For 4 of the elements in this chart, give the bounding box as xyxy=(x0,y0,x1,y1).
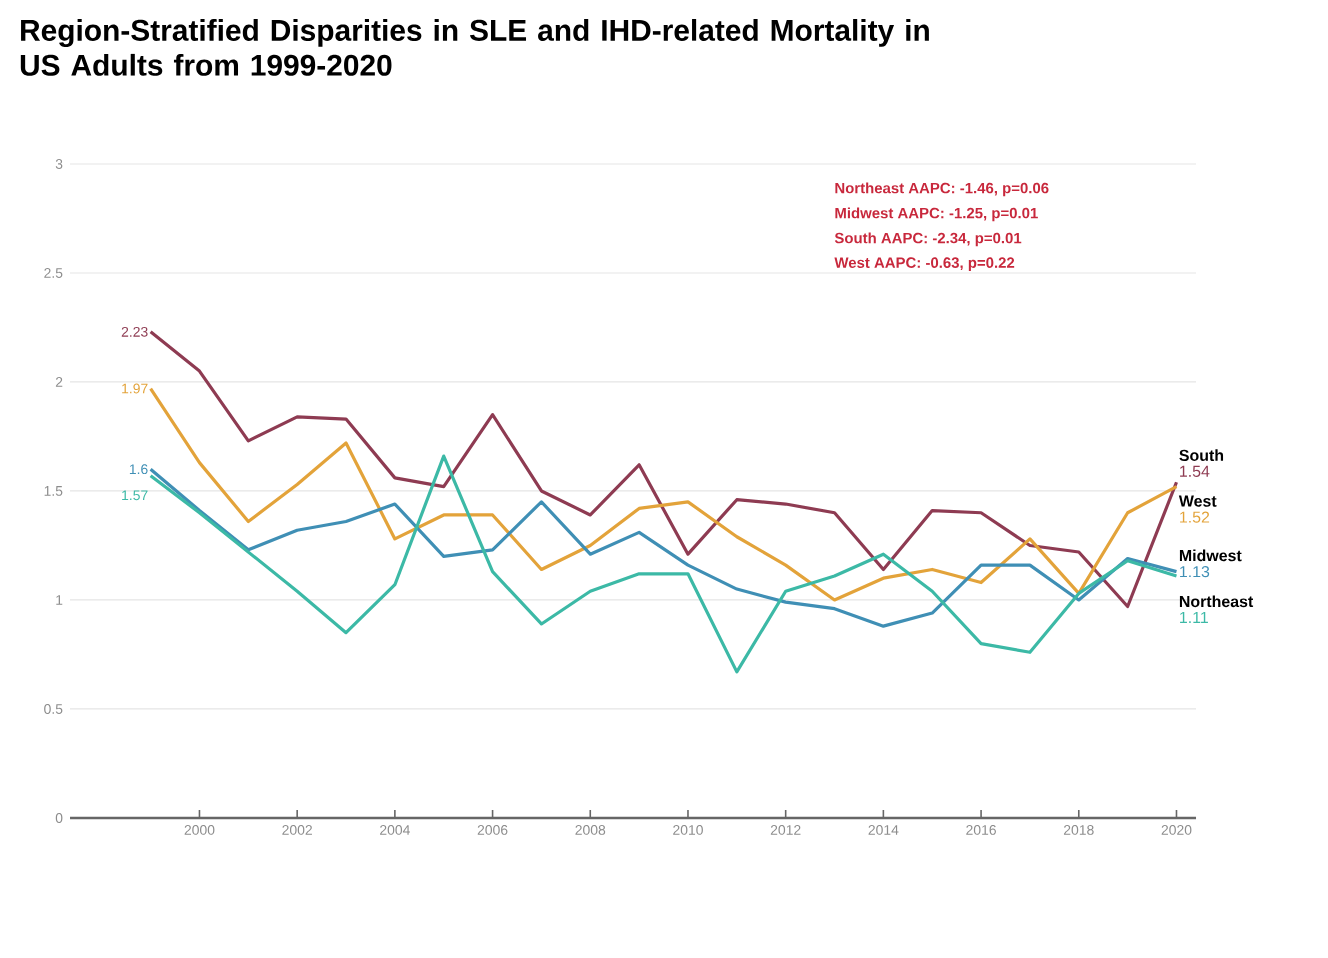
line-series xyxy=(149,386,1179,602)
chart-title: Region-Stratified Disparities in SLE and IHD-related Mortality in US Adults from 1999-2020 xyxy=(20,19,929,76)
line-series xyxy=(149,330,1179,609)
line-series xyxy=(149,467,1179,628)
